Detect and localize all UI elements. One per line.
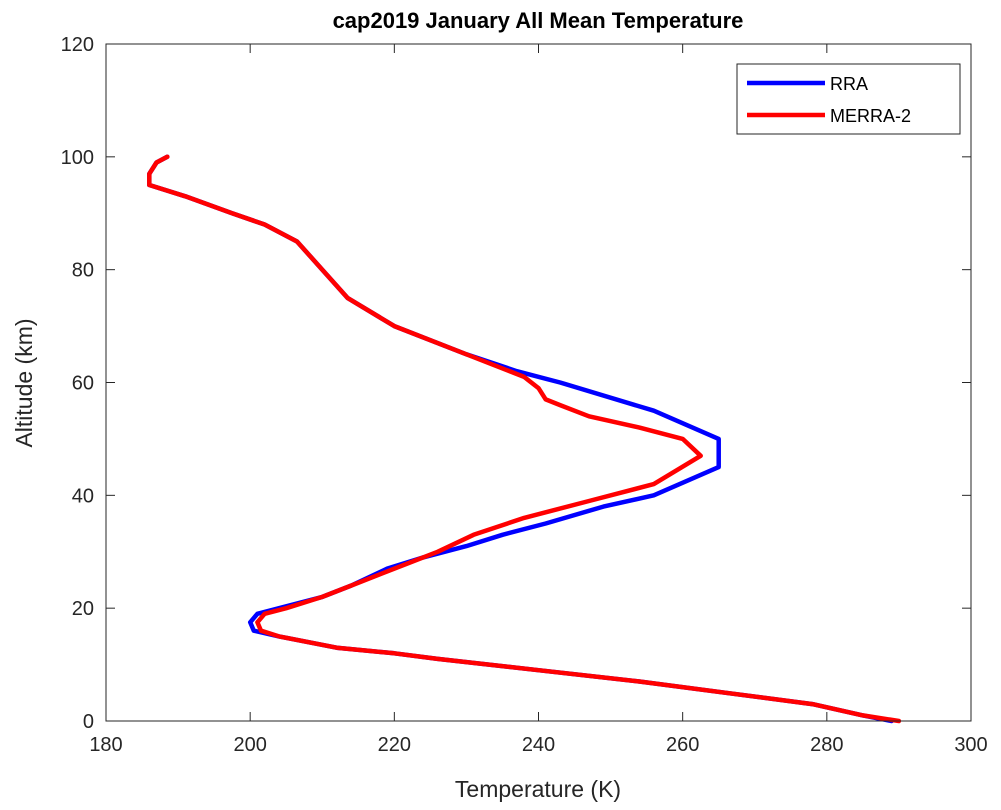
y-axis-label: Altitude (km) <box>11 318 37 447</box>
chart-title: cap2019 January All Mean Temperature <box>333 8 744 33</box>
legend-label: MERRA-2 <box>830 106 911 126</box>
x-tick-label: 200 <box>233 734 266 756</box>
x-axis-label: Temperature (K) <box>455 776 621 802</box>
legend: RRA MERRA-2 <box>736 63 961 135</box>
y-tick-label: 100 <box>61 147 94 169</box>
plot-area <box>147 154 902 724</box>
x-tick-label: 180 <box>89 734 122 756</box>
x-tick-label: 220 <box>378 734 411 756</box>
axes-box <box>105 43 972 722</box>
y-tick-label: 20 <box>72 598 94 620</box>
y-tick-label: 120 <box>61 34 94 56</box>
y-tick-label: 80 <box>72 260 94 282</box>
x-tick-label: 240 <box>522 734 555 756</box>
x-tick-label: 260 <box>666 734 699 756</box>
y-tick-label: 0 <box>83 711 94 733</box>
x-tick-label: 280 <box>810 734 843 756</box>
x-axis-ticks: 180 200 220 240 260 280 300 <box>89 44 988 756</box>
legend-label: RRA <box>830 74 868 94</box>
series-line-merra-2 <box>147 154 902 724</box>
x-tick-label: 300 <box>954 734 987 756</box>
legend-box <box>736 63 961 135</box>
y-axis-ticks: 0 20 40 60 80 100 120 <box>61 34 971 733</box>
y-tick-label: 40 <box>72 485 94 507</box>
y-tick-label: 60 <box>72 373 94 395</box>
